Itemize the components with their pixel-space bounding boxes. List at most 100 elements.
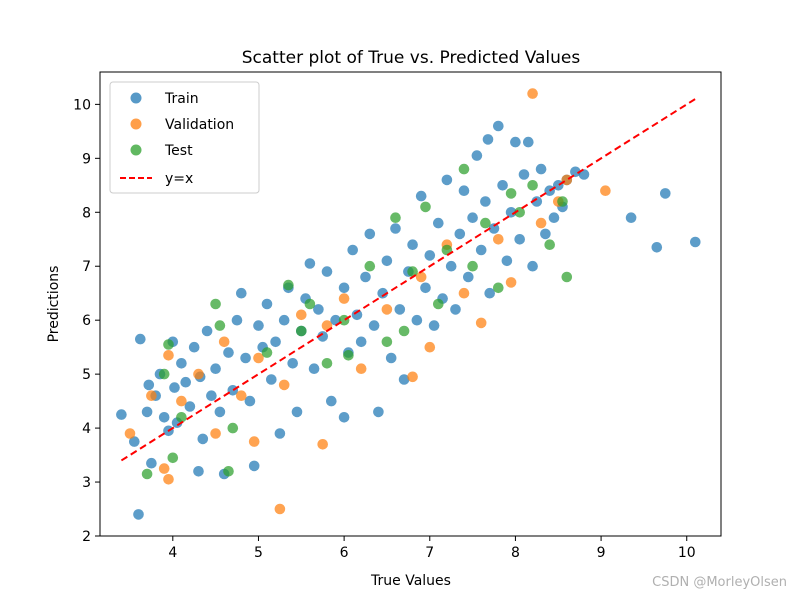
point-train-61	[373, 406, 384, 418]
point-test-30	[527, 180, 538, 191]
point-test-20	[407, 266, 418, 277]
x-tick-label-6: 6	[340, 545, 349, 561]
y-tick-label-3: 3	[82, 475, 91, 491]
point-train-112	[690, 236, 701, 248]
point-train-12	[169, 382, 180, 393]
x-tick-label-4: 4	[168, 545, 177, 561]
point-train-2	[133, 509, 144, 520]
point-test-8	[227, 422, 239, 434]
point-validation-25	[475, 317, 487, 329]
point-validation-17	[338, 293, 350, 304]
point-train-20	[197, 433, 209, 445]
point-train-31	[244, 395, 256, 407]
point-train-28	[231, 314, 243, 326]
point-train-74	[428, 320, 440, 331]
point-train-94	[510, 136, 521, 148]
point-train-46	[308, 363, 320, 375]
point-train-69	[407, 239, 418, 250]
point-test-0	[141, 468, 153, 480]
point-train-57	[355, 336, 367, 348]
point-train-45	[304, 258, 316, 269]
point-train-82	[463, 271, 474, 283]
watermark: CSDN @MorleyOlsen	[652, 575, 787, 590]
point-train-92	[501, 255, 513, 267]
point-test-11	[296, 325, 307, 337]
point-test-12	[304, 298, 316, 310]
legend-marker-train	[130, 92, 142, 104]
point-train-66	[394, 304, 406, 315]
point-train-21	[201, 325, 213, 337]
point-test-18	[390, 212, 401, 223]
point-train-90	[493, 120, 504, 132]
point-test-26	[480, 217, 491, 229]
point-train-41	[287, 358, 299, 369]
point-train-79	[450, 304, 461, 315]
point-test-33	[561, 271, 573, 283]
point-validation-12	[274, 503, 286, 515]
legend-marker-validation	[130, 118, 142, 130]
point-validation-31	[561, 174, 573, 186]
point-validation-1	[146, 390, 157, 402]
y-tick-label-6: 6	[82, 313, 91, 329]
y-tick-label-7: 7	[82, 259, 91, 275]
point-train-36	[266, 374, 277, 385]
point-test-14	[338, 314, 350, 326]
point-train-42	[291, 406, 303, 418]
point-train-107	[570, 166, 581, 178]
x-tick-label-8: 8	[511, 545, 520, 561]
point-test-3	[167, 452, 179, 464]
y-tick-label-5: 5	[82, 367, 91, 383]
point-train-0	[116, 409, 127, 420]
point-train-23	[210, 363, 221, 375]
point-train-3	[135, 333, 146, 345]
point-test-16	[364, 260, 376, 272]
point-train-78	[445, 260, 457, 272]
point-validation-20	[407, 371, 418, 383]
legend: Train Validation Test y=x	[109, 81, 260, 194]
point-test-1	[163, 339, 174, 350]
point-validation-7	[210, 428, 221, 439]
y-tick-label-4: 4	[82, 421, 91, 437]
point-train-84	[471, 150, 483, 161]
point-train-30	[240, 352, 251, 364]
point-test-21	[420, 201, 431, 213]
point-validation-5	[176, 395, 187, 407]
point-validation-19	[381, 304, 393, 315]
y-tick-label-10: 10	[73, 97, 91, 113]
point-train-111	[660, 188, 671, 199]
point-train-80	[454, 228, 466, 240]
plot-frame	[99, 71, 722, 537]
point-train-50	[326, 395, 337, 407]
point-test-4	[176, 412, 187, 423]
point-train-71	[415, 190, 427, 202]
point-train-63	[381, 255, 393, 267]
x-tick-label-5: 5	[254, 545, 263, 561]
point-validation-2	[163, 350, 174, 361]
legend-label-test: Test	[164, 143, 193, 159]
point-train-96	[518, 169, 530, 180]
x-ticks: 4 5 6 7 8 9 10	[168, 536, 696, 561]
point-validation-24	[458, 287, 470, 299]
point-validation-18	[355, 363, 367, 375]
point-train-16	[184, 401, 196, 412]
point-train-97	[523, 136, 534, 148]
point-train-26	[223, 347, 234, 358]
point-train-24	[214, 406, 226, 418]
point-train-88	[484, 287, 496, 299]
legend-label-reference: y=x	[165, 171, 193, 187]
point-validation-14	[296, 309, 307, 321]
point-train-39	[278, 314, 290, 326]
point-validation-3	[158, 463, 170, 474]
point-validation-26	[493, 234, 504, 245]
point-train-53	[338, 412, 350, 423]
chart-title: Scatter plot of True vs. Predicted Value…	[242, 48, 581, 68]
point-train-37	[270, 336, 281, 348]
point-train-29	[236, 287, 247, 299]
legend-label-validation: Validation	[165, 117, 234, 133]
point-test-27	[493, 282, 504, 294]
point-validation-8	[218, 336, 230, 348]
point-train-98	[527, 260, 538, 272]
point-validation-15	[317, 439, 329, 450]
point-test-22	[433, 298, 444, 310]
point-train-65	[390, 223, 401, 234]
